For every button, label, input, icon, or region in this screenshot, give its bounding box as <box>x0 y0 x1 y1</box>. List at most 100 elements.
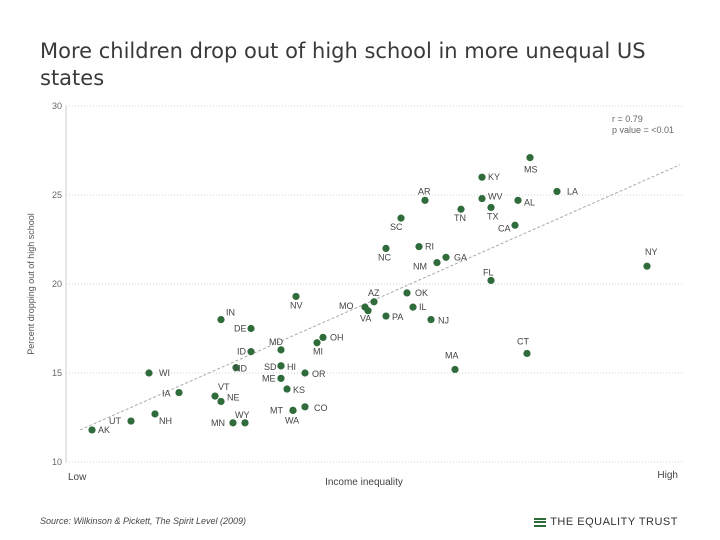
point-label-ga: GA <box>454 252 467 262</box>
data-point-ar <box>421 196 429 204</box>
data-point-nc <box>382 244 390 252</box>
data-point-de <box>247 324 255 333</box>
brand-logo: THE EQUALITY TRUST <box>534 516 678 528</box>
trend-line <box>79 164 681 431</box>
y-tick-label: 30 <box>52 101 62 111</box>
equality-trust-icon <box>534 517 547 527</box>
data-point-hi <box>277 362 285 370</box>
y-tick-label: 10 <box>52 457 62 467</box>
y-tick-label: 15 <box>52 368 62 378</box>
data-point-id <box>247 348 255 356</box>
data-point-nh <box>151 410 159 418</box>
point-label-wv: WV <box>488 192 503 202</box>
data-point-ms <box>526 154 534 162</box>
data-point-tx <box>487 203 495 212</box>
data-point-ri <box>415 243 423 251</box>
p-value-label: p value = <0.01 <box>612 125 674 135</box>
point-label-mi: MI <box>313 347 323 357</box>
data-point-mi <box>313 339 321 347</box>
y-axis-label: Percent dropping out of high school <box>26 213 36 355</box>
point-label-id: ID <box>237 347 247 357</box>
data-point-ok <box>403 289 411 297</box>
point-label-ca: CA <box>498 223 511 233</box>
data-point-nm <box>433 259 441 267</box>
point-label-nh: NH <box>159 416 172 426</box>
point-label-sd: SD <box>264 362 277 372</box>
point-label-wa: WA <box>285 415 299 425</box>
point-label-ri: RI <box>425 242 434 252</box>
data-point-wy <box>241 419 249 427</box>
data-point-md <box>277 346 285 354</box>
point-label-oh: OH <box>330 332 344 342</box>
point-label-fl: FL <box>483 267 494 277</box>
point-label-sc: SC <box>390 222 403 232</box>
y-tick-label: 20 <box>52 279 62 289</box>
data-point-ny <box>643 262 651 270</box>
x-low-label: Low <box>68 472 87 483</box>
grid-lines <box>66 105 684 463</box>
point-label-mo: MO <box>339 301 354 311</box>
point-label-wi: WI <box>159 368 170 378</box>
data-point-tn <box>457 205 465 213</box>
x-high-label: High <box>657 470 678 481</box>
brand-name: THE EQUALITY TRUST <box>550 516 678 528</box>
data-point-ia <box>175 388 183 397</box>
point-label-me: ME <box>262 373 276 383</box>
data-point-ky <box>478 173 486 181</box>
data-point-az <box>370 298 378 306</box>
point-label-tn: TN <box>454 213 466 223</box>
point-label-nv: NV <box>290 300 303 310</box>
data-point-ma <box>451 365 459 374</box>
point-label-az: AZ <box>368 288 380 298</box>
point-label-wy: WY <box>235 410 250 420</box>
data-point-nd <box>232 364 240 372</box>
point-label-ok: OK <box>415 288 428 298</box>
point-label-ma: MA <box>445 350 459 360</box>
point-label-ky: KY <box>488 172 500 182</box>
point-label-nc: NC <box>378 252 391 262</box>
data-point-or <box>301 369 309 377</box>
correlation-label: r = 0.79 <box>612 114 643 124</box>
point-label-mt: MT <box>270 405 283 415</box>
data-point-mn <box>229 419 237 427</box>
point-label-nj: NJ <box>438 316 449 326</box>
point-label-nm: NM <box>413 262 427 272</box>
point-label-ks: KS <box>293 385 305 395</box>
point-label-or: OR <box>312 369 326 379</box>
data-point-vt <box>211 392 219 400</box>
point-label-mn: MN <box>211 418 225 428</box>
point-label-va: VA <box>360 314 371 324</box>
point-label-in: IN <box>226 308 235 318</box>
data-point-wa <box>289 406 297 414</box>
data-point-nj <box>427 316 435 324</box>
point-label-ne: NE <box>227 392 240 402</box>
point-label-ia: IA <box>162 389 171 399</box>
data-point-ga <box>442 253 450 261</box>
point-label-ny: NY <box>645 247 658 257</box>
chart-title: More children drop out of high school in… <box>40 39 646 90</box>
point-label-md: MD <box>269 337 283 347</box>
data-point-nv <box>292 292 300 301</box>
data-point-oh <box>319 333 327 341</box>
point-label-al: AL <box>524 197 535 207</box>
point-label-tx: TX <box>487 211 499 221</box>
point-label-ar: AR <box>418 186 431 196</box>
point-label-vt: VT <box>218 382 230 392</box>
data-point-sc <box>397 214 405 222</box>
point-label-ms: MS <box>524 165 538 175</box>
data-point-la <box>553 187 561 196</box>
point-label-ut: UT <box>109 416 121 426</box>
data-point-va <box>364 307 372 315</box>
data-point-il <box>409 303 417 311</box>
point-label-co: CO <box>314 403 328 413</box>
point-label-il: IL <box>419 302 427 312</box>
data-point-ks <box>283 385 291 393</box>
y-tick-labels: 10 15 20 25 30 <box>52 101 62 467</box>
data-point-ca <box>511 221 519 229</box>
point-label-la: LA <box>567 186 578 196</box>
point-label-hi: HI <box>287 362 296 372</box>
point-label-ct: CT <box>517 336 529 346</box>
data-point-ct <box>523 349 531 358</box>
point-label-ak: AK <box>98 425 110 435</box>
